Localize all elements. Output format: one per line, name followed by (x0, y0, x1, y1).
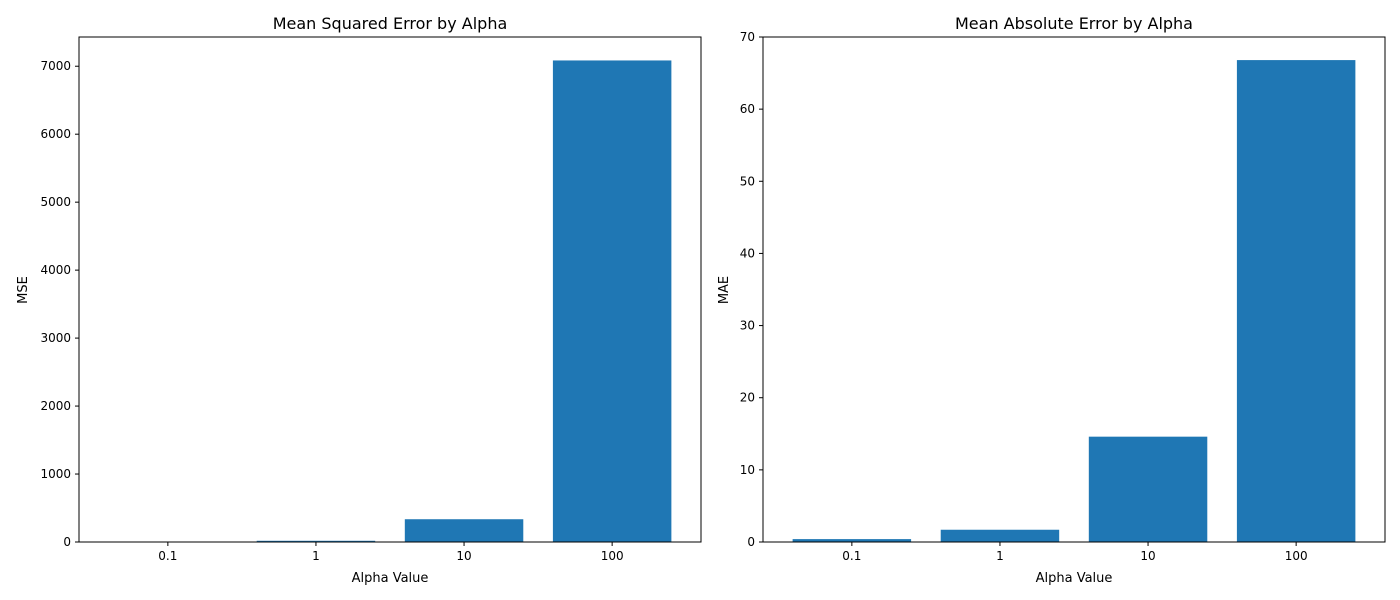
mse-y-tick-label-1: 1000 (40, 467, 71, 481)
mae-plot-frame (762, 36, 1386, 543)
mse-y-tick-label-4: 4000 (40, 263, 71, 277)
mse-bar-2 (404, 519, 524, 542)
mse-y-tick-label-6: 6000 (40, 127, 71, 141)
mse-y-axis-label: MSE (16, 276, 31, 304)
mae-bar-3 (1236, 60, 1356, 543)
mse-y-tick-label-7: 7000 (40, 59, 71, 73)
mse-y-ticks: 0 1000 2000 3000 4000 5000 6000 7000 (40, 59, 79, 549)
mse-y-tick-label-3: 3000 (40, 331, 71, 345)
mse-x-tick-label-1: 1 (312, 549, 320, 563)
mae-y-tick-label-7: 70 (740, 30, 755, 44)
mae-x-ticks: 0.1 1 10 100 (842, 542, 1308, 563)
mae-y-tick-label-4: 40 (740, 246, 755, 260)
mae-bars (792, 60, 1356, 543)
mae-y-tick-label-3: 30 (740, 319, 755, 333)
mae-bar-1 (940, 529, 1060, 542)
mse-bar-1 (256, 540, 376, 542)
mae-y-ticks: 0 10 20 30 40 50 60 70 (740, 30, 763, 549)
mae-chart: Mean Absolute Error by Alpha 0.1 1 10 100 0… (717, 14, 1386, 586)
mae-x-tick-label-1: 1 (996, 549, 1004, 563)
mse-x-tick-label-2: 10 (456, 549, 471, 563)
mae-x-tick-label-0: 0.1 (842, 549, 861, 563)
mse-x-tick-label-3: 100 (601, 549, 624, 563)
mae-y-axis-label: MAE (717, 276, 732, 304)
mae-y-tick-label-1: 10 (740, 463, 755, 477)
mse-x-ticks: 0.1 1 10 100 (158, 542, 624, 563)
mae-x-axis-label: Alpha Value (1036, 571, 1113, 586)
mae-y-tick-label-2: 20 (740, 391, 755, 405)
mse-y-tick-label-5: 5000 (40, 195, 71, 209)
mse-y-tick-label-2: 2000 (40, 399, 71, 413)
mse-x-axis-label: Alpha Value (352, 571, 429, 586)
mae-y-tick-label-5: 50 (740, 174, 755, 188)
mse-y-tick-label-0: 0 (63, 535, 71, 549)
mse-plot-frame (78, 36, 702, 543)
mae-y-tick-label-0: 0 (747, 535, 755, 549)
mse-bar-3 (552, 60, 672, 542)
mae-y-tick-label-6: 60 (740, 102, 755, 116)
mse-chart-title: Mean Squared Error by Alpha (273, 14, 508, 33)
mae-x-tick-label-2: 10 (1140, 549, 1155, 563)
mae-bar-2 (1088, 436, 1208, 542)
mae-x-tick-label-3: 100 (1285, 549, 1308, 563)
mae-chart-title: Mean Absolute Error by Alpha (955, 14, 1193, 33)
mse-bars (108, 60, 672, 542)
mse-x-tick-label-0: 0.1 (158, 549, 177, 563)
mse-chart: Mean Squared Error by Alpha 0.1 1 10 100 0 1… (16, 14, 702, 586)
mae-bar-0 (792, 539, 912, 542)
